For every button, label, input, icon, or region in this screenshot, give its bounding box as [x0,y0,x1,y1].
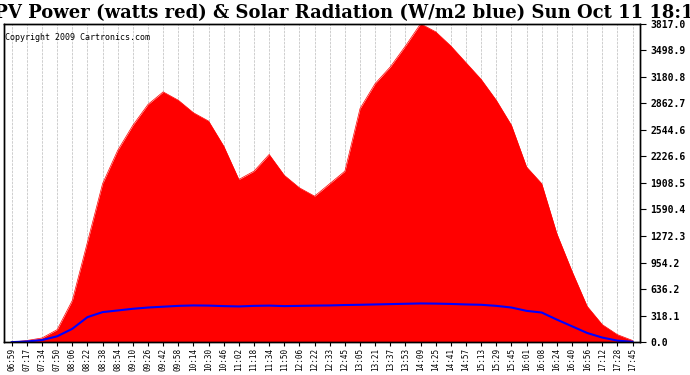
Text: Copyright 2009 Cartronics.com: Copyright 2009 Cartronics.com [6,33,150,42]
Title: Total PV Power (watts red) & Solar Radiation (W/m2 blue) Sun Oct 11 18:17: Total PV Power (watts red) & Solar Radia… [0,4,690,22]
